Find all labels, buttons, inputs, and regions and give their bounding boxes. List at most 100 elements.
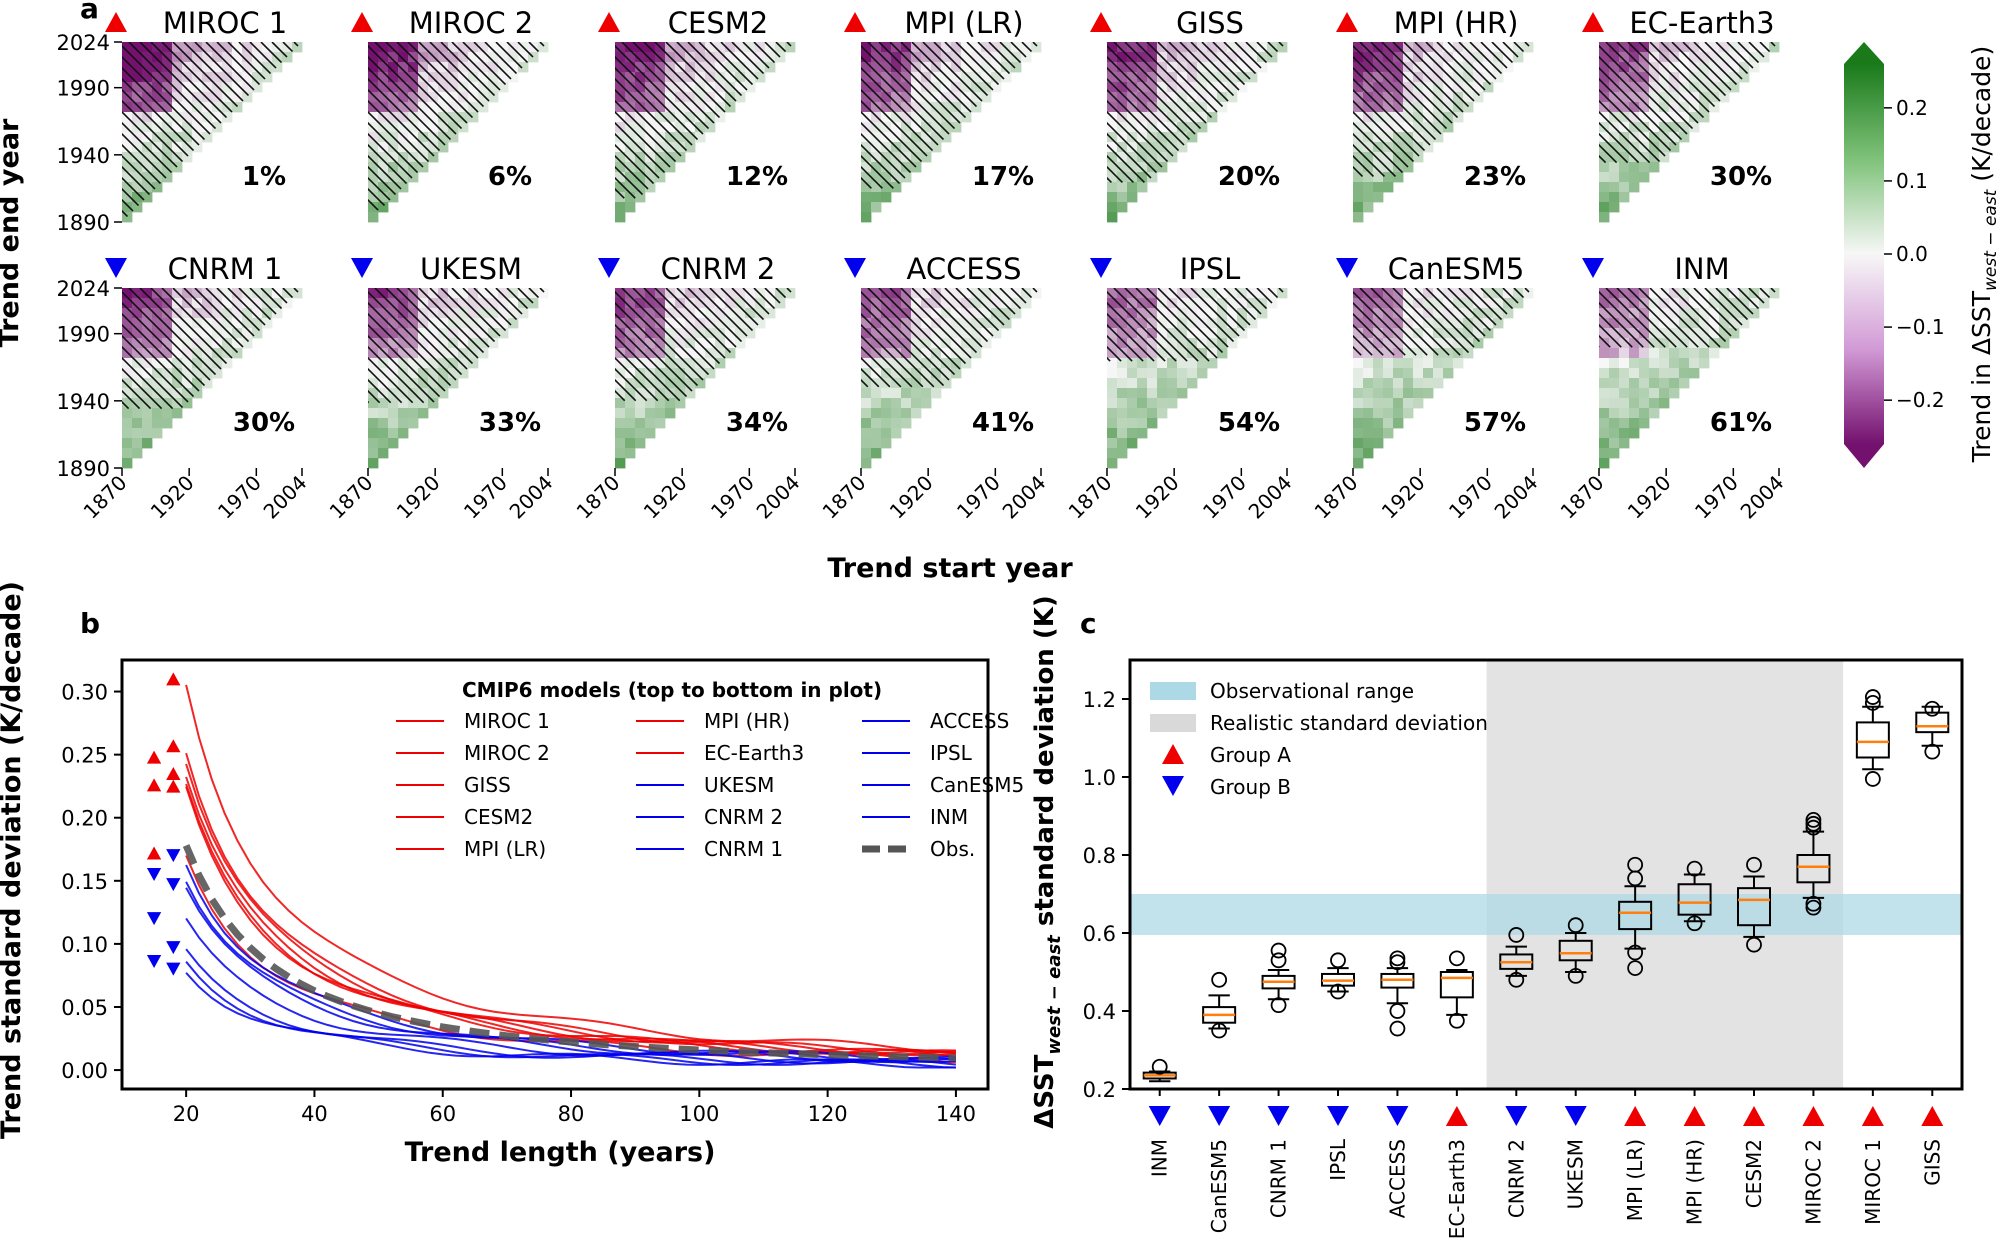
heatmap-cell bbox=[212, 72, 223, 83]
heatmap-cell bbox=[418, 348, 429, 359]
heatmap-cell bbox=[901, 338, 912, 349]
heatmap-cell bbox=[408, 368, 419, 379]
heatmap-cell bbox=[202, 378, 213, 389]
heatmap-cell bbox=[1373, 182, 1384, 193]
heatmap-title-giss: GISS bbox=[1176, 6, 1244, 40]
heatmap-cell bbox=[615, 338, 626, 349]
heatmap-cell bbox=[1639, 122, 1650, 133]
heatmap-cell bbox=[1177, 112, 1188, 123]
heatmap-cell bbox=[162, 62, 173, 73]
heatmap-cell bbox=[1453, 298, 1464, 309]
heatmap-cell bbox=[725, 328, 736, 339]
heatmap-cell bbox=[448, 308, 459, 319]
heatmap-cell bbox=[438, 112, 449, 123]
heatmap-cell bbox=[378, 42, 389, 53]
heatmap-cell bbox=[1217, 92, 1228, 103]
heatmap-cell bbox=[1719, 72, 1730, 83]
heatmap-cell bbox=[1759, 298, 1770, 309]
heatmap-cell bbox=[1413, 368, 1424, 379]
hatch-line bbox=[1283, 288, 1350, 355]
heatmap-cell bbox=[1117, 308, 1128, 319]
heatmap-cell bbox=[1659, 328, 1670, 339]
heatmap-cell bbox=[1363, 358, 1374, 369]
heatmap-cell bbox=[861, 448, 872, 459]
heatmap-cell bbox=[142, 338, 153, 349]
heatmap-cell bbox=[1227, 338, 1238, 349]
heatmap-cell bbox=[1669, 378, 1680, 389]
hatch-line bbox=[1146, 288, 1221, 362]
heatmap-cell bbox=[1649, 162, 1660, 173]
heatmap-cell bbox=[891, 418, 902, 429]
series-line-mpi-hr bbox=[185, 786, 957, 1058]
heatmap-cell bbox=[1649, 348, 1660, 359]
heatmap-cell bbox=[1649, 358, 1660, 369]
heatmap-cell bbox=[508, 72, 519, 83]
heatmap-cell bbox=[1413, 122, 1424, 133]
hatch-line bbox=[1107, 288, 1122, 362]
heatmap-cell bbox=[282, 52, 293, 63]
heatmap-cell bbox=[408, 408, 419, 419]
heatmap-cell bbox=[625, 298, 636, 309]
heatmap-cell bbox=[921, 358, 932, 369]
heatmap-cell bbox=[192, 288, 203, 299]
heatmap-cell bbox=[1669, 92, 1680, 103]
heatmap-percent-cnrm-1: 30% bbox=[233, 408, 295, 438]
heatmap-cell bbox=[881, 298, 892, 309]
heatmap-cell bbox=[1363, 172, 1374, 183]
xtick-label: 1970 bbox=[1198, 471, 1251, 524]
heatmap-cell bbox=[202, 298, 213, 309]
series-line-ukesm bbox=[185, 864, 956, 1064]
heatmap-cell bbox=[142, 62, 153, 73]
heatmap-cell bbox=[1373, 398, 1384, 409]
legend-marker-3 bbox=[1162, 776, 1184, 796]
heatmap-cell bbox=[715, 112, 726, 123]
heatmap-cell bbox=[1107, 182, 1118, 193]
panel-b-line-chart: 20 40 60 80 100 120 1400.000.050.100.150.200.2… bbox=[61, 658, 1024, 1126]
heatmap-cell bbox=[488, 308, 499, 319]
heatmap-cell bbox=[665, 102, 676, 113]
hatch-line bbox=[615, 288, 670, 402]
heatmap-cell bbox=[142, 298, 153, 309]
heatmap-cell bbox=[715, 328, 726, 339]
heatmap-cell bbox=[142, 308, 153, 319]
heatmap-cell bbox=[162, 338, 173, 349]
heatmap-cell bbox=[162, 358, 173, 369]
heatmap-cell bbox=[1629, 358, 1640, 369]
heatmap-cell bbox=[1107, 428, 1118, 439]
heatmap-cell bbox=[458, 298, 469, 309]
heatmap-cell bbox=[448, 378, 459, 389]
heatmap-cell bbox=[378, 202, 389, 213]
heatmap-cell bbox=[1619, 62, 1630, 73]
heatmap-cell bbox=[388, 348, 399, 359]
heatmap-cell bbox=[1147, 398, 1158, 409]
heatmap-cell bbox=[222, 358, 233, 369]
heatmap-cell bbox=[1127, 388, 1138, 399]
heatmap-cell bbox=[1353, 162, 1364, 173]
series-marker-cnrm-2 bbox=[146, 868, 162, 881]
hatch-line bbox=[1353, 42, 1408, 178]
heatmap-cell bbox=[122, 318, 133, 329]
ytick-label: 0.20 bbox=[61, 807, 108, 831]
heatmap-cell bbox=[1639, 418, 1650, 429]
heatmap-cell bbox=[685, 42, 696, 53]
heatmap-cell bbox=[861, 92, 872, 103]
heatmap-cell bbox=[1157, 388, 1168, 399]
xtick-label-cnrm-2: CNRM 2 bbox=[1504, 1139, 1528, 1218]
series-marker-cnrm-1 bbox=[166, 878, 181, 892]
heatmap-cell bbox=[1001, 72, 1012, 83]
heatmap-cell bbox=[1473, 318, 1484, 329]
heatmap-cell bbox=[675, 42, 686, 53]
legend-label-obs: Obs. bbox=[930, 837, 975, 861]
heatmap-cell bbox=[1709, 298, 1720, 309]
heatmap-cell bbox=[1649, 72, 1660, 83]
hatch-line bbox=[615, 42, 647, 199]
heatmap-cell bbox=[1619, 438, 1630, 449]
heatmap-cell bbox=[1227, 328, 1238, 339]
heatmap-cell bbox=[478, 72, 489, 83]
xtick-label-canesm5: CanESM5 bbox=[1207, 1139, 1231, 1233]
heatmap-cell bbox=[182, 328, 193, 339]
heatmap-cell bbox=[1393, 358, 1404, 369]
heatmap-cell bbox=[755, 318, 766, 329]
heatmap-cell bbox=[1639, 318, 1650, 329]
heatmap-cell bbox=[1363, 318, 1374, 329]
